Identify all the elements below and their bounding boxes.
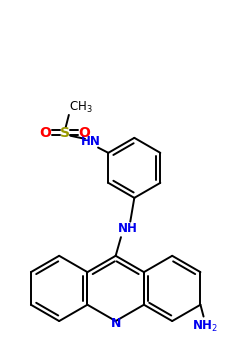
Text: S: S [60,126,70,140]
Text: O: O [78,126,90,140]
Text: HN: HN [81,135,101,148]
Text: O: O [40,126,52,140]
Text: NH: NH [118,222,138,235]
Text: CH$_3$: CH$_3$ [70,100,93,115]
Text: N: N [110,317,121,330]
Text: NH$_2$: NH$_2$ [192,319,218,334]
